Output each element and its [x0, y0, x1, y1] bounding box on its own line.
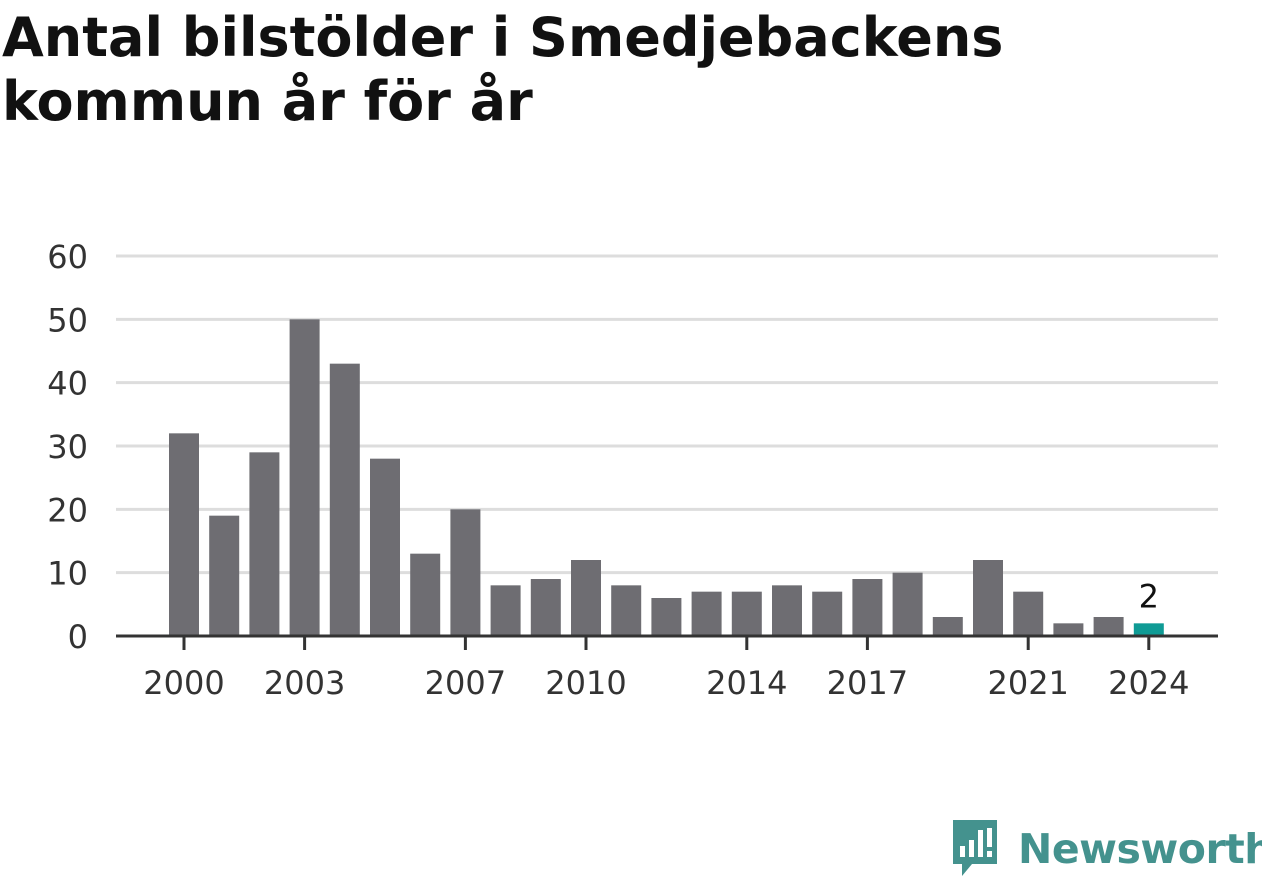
- bar-2019: [932, 617, 963, 636]
- y-tick-label: 40: [47, 365, 88, 403]
- bar-2022: [1053, 623, 1084, 636]
- bar-2016: [812, 591, 843, 636]
- y-tick-label: 60: [47, 238, 88, 276]
- x-tick-label: 2007: [425, 664, 506, 702]
- bar-2012: [651, 598, 682, 636]
- bar-2010: [571, 560, 601, 636]
- x-tick-label: 2003: [264, 664, 345, 702]
- bar-2008: [490, 585, 521, 636]
- bar-2020: [973, 560, 1003, 636]
- chart-title: Antal bilstölder i Smedjebackens kommun …: [2, 6, 1004, 133]
- x-tick-label: 2014: [706, 664, 787, 702]
- bar-2005: [370, 458, 400, 636]
- x-tick-label: 2010: [545, 664, 626, 702]
- highlight-data-label: 2: [1139, 577, 1159, 615]
- bar-2015: [772, 585, 802, 636]
- bar-2018: [892, 572, 923, 636]
- bar-2013: [691, 591, 722, 636]
- bar-2003: [289, 319, 320, 636]
- x-tick-label: 2024: [1108, 664, 1189, 702]
- brand-logo: Newsworthy: [950, 818, 1262, 880]
- bar-2001: [209, 515, 240, 636]
- bar-2017: [852, 579, 883, 636]
- bar-2021: [1013, 591, 1044, 636]
- brand-name: Newsworthy: [1018, 825, 1262, 873]
- y-tick-label: 50: [47, 301, 88, 339]
- x-tick-label: 2000: [143, 664, 224, 702]
- bar-2006: [410, 553, 441, 636]
- bar-2007: [450, 509, 481, 636]
- y-tick-label: 20: [47, 491, 88, 529]
- bar-2004: [329, 363, 360, 636]
- x-tick-label: 2017: [827, 664, 908, 702]
- bar-2002: [249, 452, 280, 636]
- bar-2011: [611, 585, 642, 636]
- bar-2023: [1093, 617, 1124, 636]
- y-tick-label: 10: [47, 555, 88, 593]
- bar-2009: [530, 579, 561, 636]
- bar-2014: [731, 591, 762, 636]
- y-tick-label: 30: [47, 428, 88, 466]
- bar-2000: [169, 433, 199, 636]
- y-tick-label: 0: [68, 618, 88, 656]
- bar-chart-speech-bubble-icon: [953, 820, 997, 876]
- bar-2024: [1133, 623, 1164, 636]
- x-tick-label: 2021: [987, 664, 1068, 702]
